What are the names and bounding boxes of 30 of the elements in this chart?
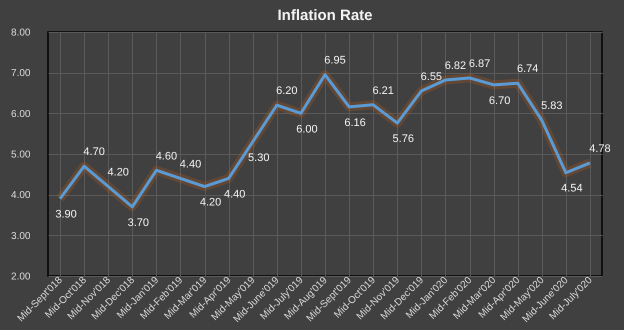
data-label: 4.40 bbox=[180, 158, 202, 170]
y-tick-label: 6.00 bbox=[11, 108, 31, 120]
data-label: 4.20 bbox=[200, 196, 222, 209]
data-label: 4.78 bbox=[589, 142, 611, 155]
data-label: 6.16 bbox=[344, 116, 366, 129]
data-label: 6.74 bbox=[516, 63, 538, 76]
data-label: 3.90 bbox=[55, 208, 77, 221]
data-label: 3.70 bbox=[128, 216, 150, 229]
data-label: 4.40 bbox=[224, 188, 246, 200]
data-label: 6.20 bbox=[276, 85, 298, 98]
y-tick-label: 8.00 bbox=[11, 28, 31, 38]
data-label: 6.21 bbox=[372, 84, 394, 97]
data-label: 4.20 bbox=[108, 166, 129, 179]
data-label: 5.83 bbox=[541, 100, 562, 112]
data-label: 4.70 bbox=[83, 146, 105, 158]
data-label: 6.82 bbox=[444, 60, 466, 72]
data-label: 6.70 bbox=[488, 94, 510, 107]
chart-title: Inflation Rate bbox=[277, 7, 373, 24]
data-label: 5.30 bbox=[248, 152, 270, 164]
y-tick-label: 7.00 bbox=[11, 68, 31, 80]
data-label: 6.55 bbox=[420, 70, 442, 83]
data-label: 6.00 bbox=[296, 123, 318, 136]
y-tick-label: 5.00 bbox=[11, 150, 31, 160]
y-tick-label: 4.00 bbox=[11, 190, 31, 202]
data-label: 4.60 bbox=[156, 150, 178, 162]
data-label: 4.54 bbox=[561, 182, 583, 195]
data-label: 6.87 bbox=[468, 58, 490, 70]
y-tick-label: 3.00 bbox=[11, 230, 31, 242]
data-label: 5.76 bbox=[392, 133, 414, 146]
data-label: 6.95 bbox=[324, 54, 346, 67]
